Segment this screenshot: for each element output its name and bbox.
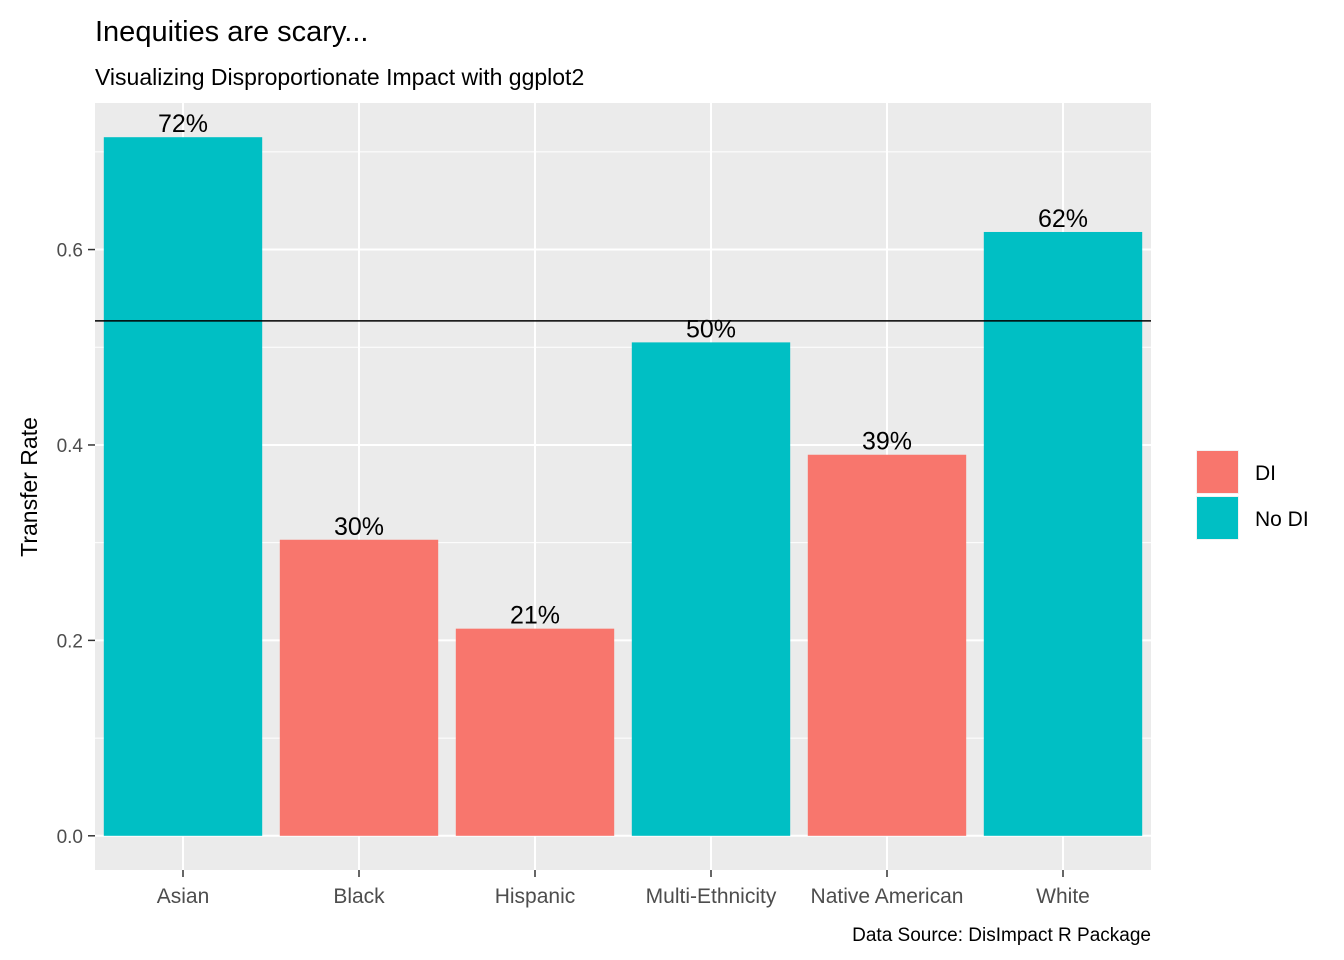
legend-label: DI — [1255, 462, 1276, 485]
data-label: 39% — [862, 428, 912, 456]
chart-caption: Data Source: DisImpact R Package — [852, 925, 1151, 946]
bar-white — [983, 231, 1143, 836]
data-label: 62% — [1038, 205, 1088, 233]
y-axis: 0.0 0.2 0.4 0.6 — [57, 241, 95, 848]
data-labels: 72% 30% 21% 50% 39% 62% — [158, 110, 1088, 629]
data-label: 21% — [510, 602, 560, 630]
chart-title: Inequities are scary... — [95, 16, 368, 48]
bar-hispanic — [455, 628, 615, 836]
data-label: 30% — [334, 513, 384, 541]
x-tick-label: Native American — [811, 885, 964, 908]
chart-subtitle: Visualizing Disproportionate Impact with… — [95, 64, 584, 90]
legend: DI No DI — [1196, 450, 1309, 540]
x-tick-label: Hispanic — [495, 885, 576, 908]
data-label: 72% — [158, 110, 208, 138]
legend-label: No DI — [1255, 508, 1309, 531]
y-tick-label: 0.6 — [57, 241, 83, 262]
bars — [103, 137, 1143, 836]
x-axis: Asian Black Hispanic Multi-Ethnicity Native … — [157, 870, 1090, 908]
x-tick-label: Black — [333, 885, 385, 908]
bar-asian — [103, 137, 263, 836]
bar-black — [279, 539, 439, 836]
x-tick-label: Asian — [157, 885, 210, 908]
x-tick-label: White — [1036, 885, 1090, 908]
data-label: 50% — [686, 315, 736, 343]
legend-swatch — [1197, 497, 1238, 539]
y-tick-label: 0.4 — [57, 436, 84, 457]
bar-native-american — [807, 454, 967, 836]
legend-swatch — [1197, 451, 1238, 493]
x-tick-label: Multi-Ethnicity — [646, 885, 777, 908]
y-axis-title: Transfer Rate — [16, 417, 42, 557]
bar-multi-ethnicity — [631, 342, 791, 836]
y-tick-label: 0.2 — [57, 631, 83, 652]
y-tick-label: 0.0 — [57, 827, 83, 848]
plot-panel — [95, 103, 1151, 870]
